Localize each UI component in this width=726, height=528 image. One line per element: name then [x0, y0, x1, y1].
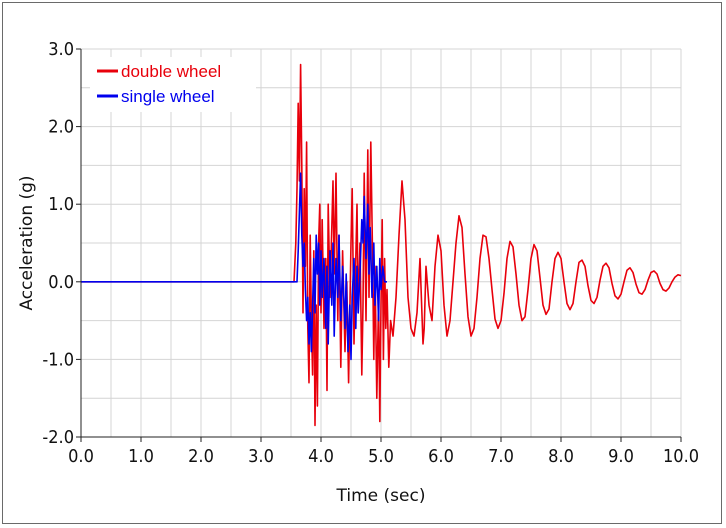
chart-series [81, 63, 682, 427]
x-tick-label: 0.0 [68, 446, 94, 467]
x-tick-label: 3.0 [248, 446, 274, 467]
x-tick-label: 8.0 [548, 446, 574, 467]
chart-legend: double wheel single wheel [90, 57, 256, 112]
series-line-single-wheel [81, 172, 387, 361]
legend-label-single-wheel: single wheel [121, 87, 215, 106]
y-tick-label: -2.0 [42, 427, 74, 448]
x-tick-label: 4.0 [308, 446, 334, 467]
x-tick-labels: 0.0 1.0 2.0 3.0 4.0 5.0 6.0 7.0 8.0 9.0 10.0 [68, 437, 699, 467]
y-tick-label: 1.0 [48, 194, 74, 215]
y-tick-label: -1.0 [42, 349, 74, 370]
y-axis-title: Acceleration (g) [17, 175, 37, 310]
x-tick-label: 10.0 [663, 446, 699, 467]
y-tick-label: 0.0 [48, 272, 74, 293]
legend-box [90, 57, 256, 112]
x-tick-label: 9.0 [608, 446, 634, 467]
y-tick-labels: 3.0 2.0 1.0 0.0 -1.0 -2.0 [42, 39, 81, 448]
x-tick-label: 5.0 [368, 446, 394, 467]
x-tick-label: 2.0 [188, 446, 214, 467]
legend-label-double-wheel: double wheel [121, 62, 221, 81]
x-tick-label: 6.0 [428, 446, 454, 467]
y-tick-label: 3.0 [48, 39, 74, 60]
x-tick-label: 7.0 [488, 446, 514, 467]
x-tick-label: 1.0 [128, 446, 154, 467]
y-tick-label: 2.0 [48, 117, 74, 138]
x-axis-title: Time (sec) [336, 486, 426, 506]
